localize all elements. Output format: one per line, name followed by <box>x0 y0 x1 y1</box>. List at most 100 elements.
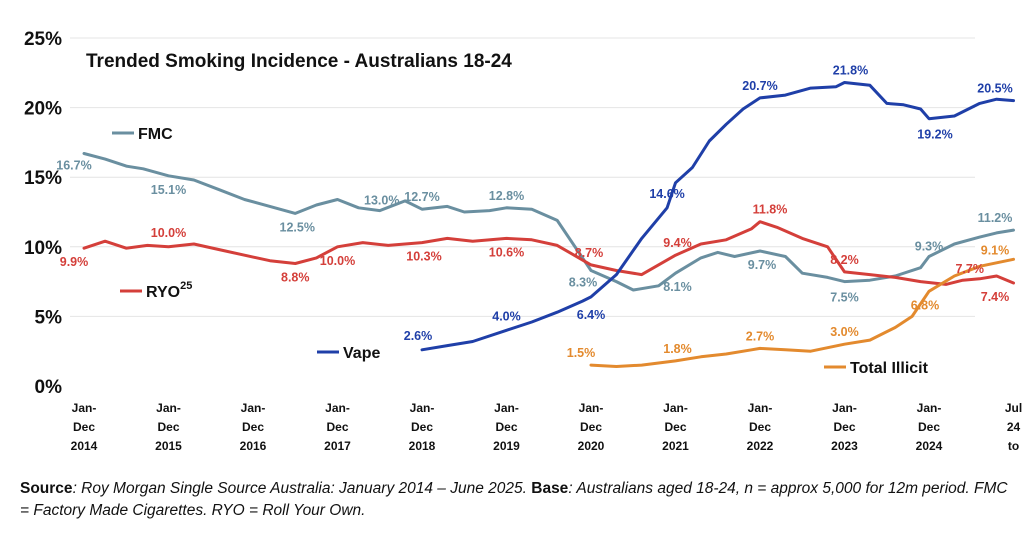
x-tick-label: Jan- Dec 2020 <box>578 401 605 453</box>
data-label: 8.7% <box>575 246 604 260</box>
chart-footer: Source: Roy Morgan Single Source Austral… <box>20 478 1010 522</box>
data-label: 7.7% <box>955 262 984 276</box>
x-tick-line: Dec <box>242 420 264 434</box>
x-tick-line: Jan- <box>410 401 435 415</box>
x-tick-line: Jan- <box>156 401 181 415</box>
gridlines <box>70 37 975 317</box>
x-tick-label: Jan- Dec 2021 <box>662 401 689 453</box>
x-tick-line: Dec <box>73 420 95 434</box>
series-label-vape: Vape <box>317 345 380 362</box>
x-tick-line: Jul <box>1005 401 1022 415</box>
x-tick-line: 2015 <box>155 439 182 453</box>
x-tick-line: Dec <box>411 420 433 434</box>
x-tick-line: Jan- <box>579 401 604 415</box>
data-label: 2.6% <box>404 329 433 343</box>
data-label: 10.6% <box>489 245 524 259</box>
data-label: 8.8% <box>281 271 310 285</box>
x-tick-line: Dec <box>157 420 179 434</box>
series-labels: FMC RYO25 Vape Total Illicit <box>112 126 929 377</box>
smoking-incidence-chart: 0%5%10%15%20%25% Jan-Dec2014Jan-Dec2015J… <box>24 29 1023 453</box>
data-label: 15.1% <box>151 183 186 197</box>
x-axis: Jan- Dec 2014 Jan- Dec 2015 Jan- Dec 2016 Jan- Dec… <box>71 401 1023 453</box>
data-label: 9.4% <box>663 236 692 250</box>
series-name: Total Illicit <box>850 360 929 377</box>
x-tick-line: Dec <box>495 420 517 434</box>
data-label: 12.8% <box>489 189 524 203</box>
data-label: 9.1% <box>981 243 1010 257</box>
data-label: 20.7% <box>742 79 777 93</box>
data-label: 1.8% <box>663 342 692 356</box>
data-label: 7.5% <box>830 291 859 305</box>
data-labels: 16.7% 15.1% 12.5% 13.0% 12.7% 12.8% 8.3% 8.1% 9.… <box>56 64 1012 361</box>
source-label: Source <box>20 480 73 497</box>
x-tick-line: 2019 <box>493 439 520 453</box>
x-tick-line: Dec <box>326 420 348 434</box>
x-tick-line: Jan- <box>72 401 97 415</box>
x-tick-line: Dec <box>749 420 771 434</box>
x-tick-line: Dec <box>664 420 686 434</box>
series-name: RYO25 <box>146 280 192 301</box>
series-label-ryo: RYO25 <box>120 280 192 301</box>
data-label: 6.4% <box>577 308 606 322</box>
x-tick-line: Jan- <box>325 401 350 415</box>
x-tick-line: 2014 <box>71 439 98 453</box>
x-tick-line: Jan- <box>832 401 857 415</box>
x-tick-line: 2020 <box>578 439 605 453</box>
y-tick-label: 20% <box>24 99 62 120</box>
x-tick-label: Jan- Dec 2018 <box>409 401 436 453</box>
x-tick-line: to <box>1008 439 1019 453</box>
data-label: 20.5% <box>977 82 1012 96</box>
series-name: Vape <box>343 345 380 362</box>
x-tick-line: Dec <box>833 420 855 434</box>
data-label: 11.8% <box>753 203 788 217</box>
data-label: 8.2% <box>830 253 859 267</box>
series-name: FMC <box>138 126 173 143</box>
x-tick-line: 2017 <box>324 439 351 453</box>
x-tick-label: Jan- Dec 2022 <box>747 401 774 453</box>
series-label-fmc: FMC <box>112 126 173 143</box>
x-tick-label: Jan- Dec 2024 <box>916 401 943 453</box>
x-tick-line: 2022 <box>747 439 774 453</box>
data-label: 10.0% <box>151 226 186 240</box>
x-tick-label: Jan- Dec 2017 <box>324 401 351 453</box>
series-line-vape <box>420 81 1015 352</box>
base-label: Base <box>531 480 569 497</box>
base-text: : Australians aged 18-24, n = approx 5,0… <box>20 480 1008 519</box>
y-tick-label: 15% <box>24 168 62 189</box>
data-label: 9.9% <box>60 255 89 269</box>
x-tick-line: 24 <box>1007 420 1021 434</box>
y-axis: 0% 5% 10% 15% 20% 25% <box>24 29 62 398</box>
data-label: 9.3% <box>915 240 944 254</box>
data-label: 3.0% <box>830 325 859 339</box>
x-tick-label: Jan- Dec 2015 <box>155 401 182 453</box>
x-tick-line: Jan- <box>494 401 519 415</box>
series-label-total-illicit: Total Illicit <box>824 360 929 377</box>
series-lines <box>82 81 1015 368</box>
x-tick-line: 2021 <box>662 439 689 453</box>
data-label: 6.8% <box>911 298 940 312</box>
data-label: 1.5% <box>567 346 596 360</box>
data-label: 16.7% <box>56 159 91 173</box>
x-tick-line: Jan- <box>917 401 942 415</box>
x-tick-line: Dec <box>580 420 602 434</box>
data-label: 8.1% <box>663 280 692 294</box>
y-tick-label: 0% <box>35 377 63 398</box>
x-tick-label: Jan- Dec 2023 <box>831 401 858 453</box>
series-line-total-illicit <box>589 257 1015 368</box>
data-label: 8.3% <box>569 275 598 289</box>
x-tick-line: 2016 <box>240 439 267 453</box>
x-tick-line: Jan- <box>748 401 773 415</box>
data-label: 21.8% <box>833 64 868 78</box>
y-tick-label: 5% <box>35 307 63 328</box>
x-tick-label: Jan- Dec 2014 <box>71 401 98 453</box>
data-label: 7.4% <box>981 290 1010 304</box>
chart-title: Trended Smoking Incidence - Australians … <box>86 51 512 72</box>
data-label: 9.7% <box>748 258 777 272</box>
y-tick-label: 10% <box>24 238 62 259</box>
x-tick-line: 2024 <box>916 439 943 453</box>
series-line-fmc <box>82 152 1015 292</box>
x-tick-line: Jan- <box>663 401 688 415</box>
data-label: 10.0% <box>320 254 355 268</box>
x-tick-line: Dec <box>918 420 940 434</box>
data-label: 2.7% <box>746 329 775 343</box>
